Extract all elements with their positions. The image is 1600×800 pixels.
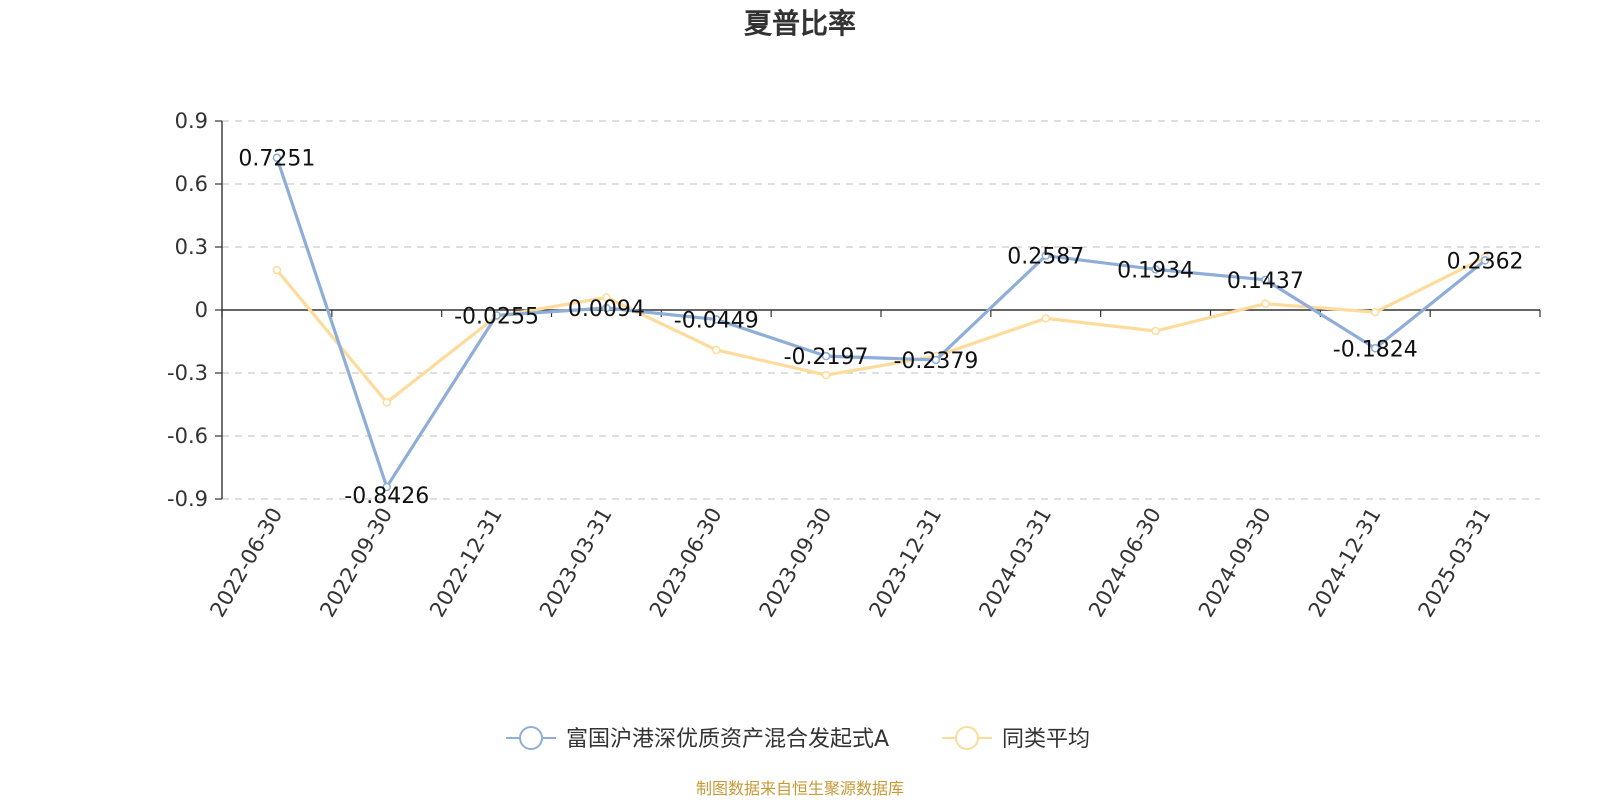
data-label: 0.0094 [568,297,645,322]
y-axis-ticks: 0.9 0.6 0.3 0 -0.3 -0.6 -0.9 [167,109,222,511]
data-label: 0.2587 [1007,245,1084,270]
data-labels: 0.7251 -0.8426 -0.0255 0.0094 -0.0449 -0.2197… [238,147,1523,509]
fund-point [602,303,611,313]
x-axis-ticks: 2022-06-30 2022-09-30 2022-12-31 2023-03-31… [205,504,1495,622]
legend-item-average[interactable]: 同类平均 [942,726,1090,752]
fund-point [1151,265,1160,274]
data-label: -0.1824 [1333,337,1418,362]
fund-point [492,311,501,320]
legend: 富国沪港深优质资产混合发起式A 同类平均 [506,726,1090,752]
fund-point [1261,275,1270,285]
data-label: 0.7251 [238,147,315,172]
data-label: -0.2379 [893,349,978,374]
grid-lines [222,120,1540,500]
y-tick-label: 0 [195,298,208,322]
legend-item-fund[interactable]: 富国沪港深优质资产混合发起式A [506,726,889,752]
average-point [382,398,391,407]
data-label: -0.0449 [674,308,759,333]
x-tick-label: 2025-03-31 [1414,504,1496,622]
data-label: 0.2362 [1447,249,1524,274]
average-point [1261,299,1270,308]
average-point [712,345,721,355]
legend-average-marker-icon [955,726,979,750]
data-label: -0.0255 [454,304,539,329]
average-point [272,265,282,275]
y-tick-label: 0.6 [175,172,208,196]
x-tick-label: 2024-12-31 [1304,504,1386,622]
y-tick-label: -0.9 [167,487,208,511]
data-label: 0.1437 [1227,269,1304,294]
average-point [602,293,611,302]
fund-point [1371,344,1380,353]
data-label: 0.1934 [1117,258,1194,283]
legend-fund-marker-icon [519,726,543,750]
fund-point [1480,256,1490,265]
fund-line [275,157,1487,489]
fund-point [821,351,831,361]
x-tick-label: 2022-12-31 [425,504,507,622]
fund-point [382,482,391,492]
x-tick-label: 2024-09-30 [1194,504,1276,622]
x-tick-label: 2024-06-30 [1084,504,1166,622]
average-point [821,370,831,380]
fund-point [272,153,282,162]
y-tick-label: -0.3 [167,361,208,385]
source-note: 制图数据来自恒生聚源数据库 [696,779,904,798]
x-tick-label: 2023-12-31 [864,504,946,622]
y-tick-label: 0.9 [175,109,208,133]
x-tick-label: 2023-03-31 [535,504,617,622]
y-tick-label: -0.6 [167,424,208,448]
legend-fund-label: 富国沪港深优质资产混合发起式A [566,727,889,752]
series-lines [272,153,1490,492]
x-tick-label: 2023-09-30 [755,504,837,622]
x-tick-label: 2023-06-30 [645,504,727,622]
x-tick-label: 2022-06-30 [205,504,287,622]
chart-title: 夏普比率 [744,7,856,40]
average-point [1151,326,1160,336]
x-tick-label: 2024-03-31 [974,504,1056,622]
fund-point [931,355,941,365]
average-point [1371,307,1380,317]
data-label: -0.2197 [784,345,869,370]
legend-average-label: 同类平均 [1002,727,1090,752]
average-line [275,256,1486,404]
x-tick-label: 2022-09-30 [315,504,397,622]
y-tick-label: 0.3 [175,235,208,259]
average-point [1041,314,1050,323]
fund-point [712,315,721,324]
data-label: -0.8426 [344,484,429,509]
fund-point [1041,251,1050,260]
